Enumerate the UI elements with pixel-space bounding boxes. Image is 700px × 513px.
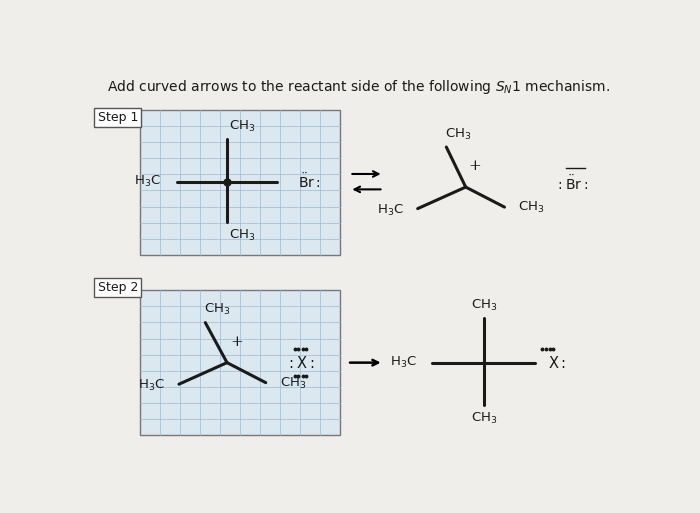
- Text: $\mathsf{CH_3}$: $\mathsf{CH_3}$: [230, 119, 256, 134]
- Text: $\mathsf{CH_3}$: $\mathsf{CH_3}$: [230, 228, 256, 243]
- Text: $\mathsf{:X:}$: $\mathsf{:X:}$: [286, 354, 315, 370]
- Text: $\mathsf{H_3C}$: $\mathsf{H_3C}$: [390, 355, 417, 370]
- Text: $\mathsf{\ddot{B}r:}$: $\mathsf{\ddot{B}r:}$: [298, 172, 321, 191]
- Text: $\mathsf{CH_3}$: $\mathsf{CH_3}$: [280, 376, 306, 391]
- Text: $\mathsf{CH_3}$: $\mathsf{CH_3}$: [471, 410, 498, 426]
- Text: Step 1: Step 1: [97, 111, 138, 124]
- Text: $\mathsf{H_3C}$: $\mathsf{H_3C}$: [134, 174, 161, 189]
- Text: +: +: [230, 335, 243, 349]
- Text: $\mathsf{H_3C}$: $\mathsf{H_3C}$: [377, 203, 404, 218]
- Text: $\mathsf{CH_3}$: $\mathsf{CH_3}$: [204, 302, 231, 317]
- Text: $\mathsf{X:}$: $\mathsf{X:}$: [548, 354, 566, 370]
- Text: $\mathsf{:\ddot{B}r:}$: $\mathsf{:\ddot{B}r:}$: [555, 174, 589, 193]
- Text: +: +: [468, 159, 482, 172]
- Text: $\mathsf{CH_3}$: $\mathsf{CH_3}$: [519, 200, 545, 215]
- Bar: [140, 110, 340, 255]
- Text: $\mathsf{H_3C}$: $\mathsf{H_3C}$: [138, 378, 165, 393]
- Bar: [140, 290, 340, 435]
- Text: $\mathsf{CH_3}$: $\mathsf{CH_3}$: [444, 127, 471, 142]
- Text: Step 2: Step 2: [97, 281, 138, 293]
- Text: Add curved arrows to the reactant side of the following $S_N$1 mechanism.: Add curved arrows to the reactant side o…: [107, 78, 610, 96]
- Text: $\mathsf{CH_3}$: $\mathsf{CH_3}$: [471, 298, 498, 313]
